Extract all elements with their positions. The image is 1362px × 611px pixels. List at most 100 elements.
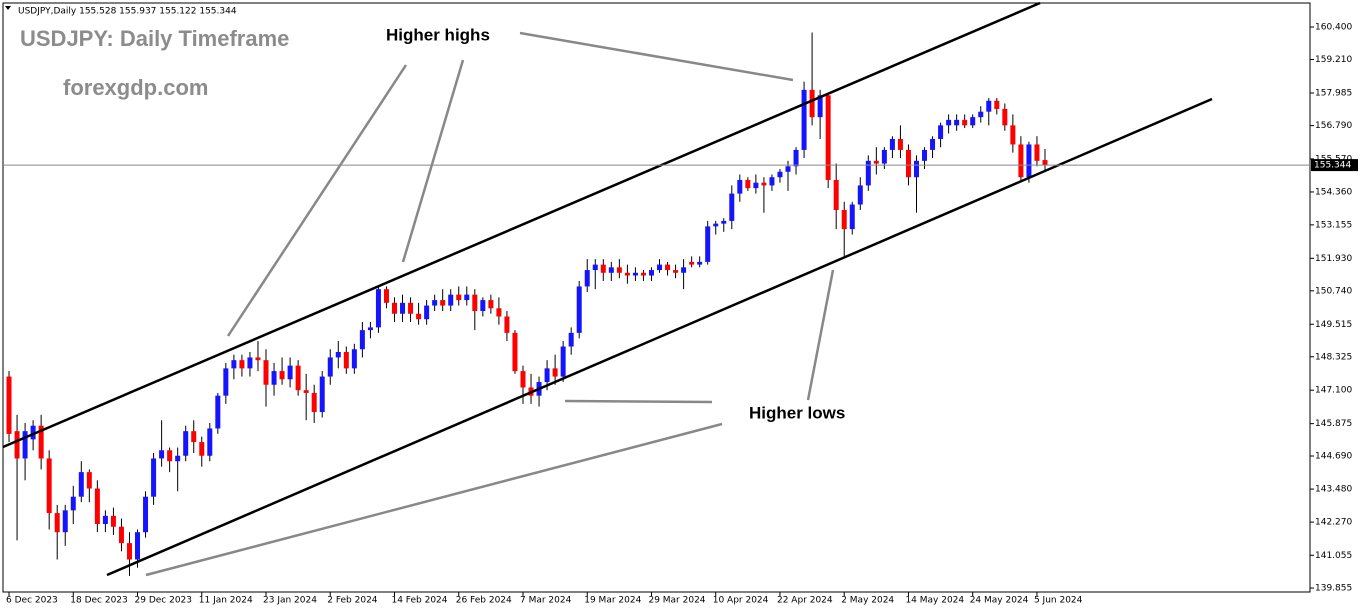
candle-body xyxy=(753,182,759,189)
candle-body xyxy=(46,458,52,514)
y-tick-label: 160.400 xyxy=(1315,23,1352,33)
candle-body xyxy=(416,313,422,320)
candle-body xyxy=(520,371,526,388)
candle-body xyxy=(215,395,221,429)
y-tick-label: 148.325 xyxy=(1315,352,1352,362)
last-price-label: 155.344 xyxy=(1314,161,1351,171)
x-tick-label: 26 Feb 2024 xyxy=(456,596,512,606)
channel-upper xyxy=(2,1,1041,449)
candle-body xyxy=(480,300,486,312)
candle-body xyxy=(1002,108,1008,126)
candle-body xyxy=(448,294,454,306)
candle-body xyxy=(962,119,968,126)
candle-body xyxy=(809,89,815,118)
candle-body xyxy=(504,316,510,333)
candle-body xyxy=(986,100,992,112)
candle-body xyxy=(287,365,293,380)
candle-body xyxy=(464,294,470,301)
x-tick-label: 24 May 2024 xyxy=(970,596,1029,606)
x-tick-label: 14 May 2024 xyxy=(905,596,964,606)
candle-body xyxy=(857,185,863,205)
x-tick-label: 23 Jan 2024 xyxy=(263,596,317,606)
candle-body xyxy=(905,149,911,178)
candle-body xyxy=(30,425,36,440)
candle-body xyxy=(841,209,847,230)
candle-body xyxy=(408,302,414,314)
candle-body xyxy=(456,294,462,301)
candle-body xyxy=(761,182,767,186)
candle-body xyxy=(922,149,928,161)
candle-body xyxy=(665,264,671,271)
last-price-box xyxy=(1311,159,1358,172)
candle-body xyxy=(143,496,149,533)
x-tick-label: 5 Jun 2024 xyxy=(1034,596,1083,606)
candle-body xyxy=(825,95,831,180)
header: USDJPY,Daily 155.528 155.937 155.122 155… xyxy=(18,7,237,17)
candle-body xyxy=(367,327,373,331)
candle-body xyxy=(135,532,141,560)
x-tick-label: 2 Feb 2024 xyxy=(327,596,378,606)
x-tick-label: 14 Feb 2024 xyxy=(391,596,447,606)
candle-body xyxy=(954,119,960,126)
candle-body xyxy=(889,138,895,150)
candle-body xyxy=(560,346,566,377)
x-tick-label: 18 Dec 2023 xyxy=(70,596,128,606)
candle-body xyxy=(6,376,12,434)
candle-body xyxy=(383,289,389,303)
y-tick-label: 147.100 xyxy=(1315,386,1352,396)
y-tick-label: 139.855 xyxy=(1315,584,1352,594)
plot-frame xyxy=(2,2,1311,593)
y-tick-label: 154.360 xyxy=(1315,187,1352,197)
candle-body xyxy=(472,294,478,312)
candle-body xyxy=(729,193,735,221)
candle-body xyxy=(640,272,646,276)
y-tick-label: 144.690 xyxy=(1315,452,1352,462)
candle-body xyxy=(592,264,598,271)
y-tick-label: 151.930 xyxy=(1315,254,1352,264)
candle-body xyxy=(769,177,775,186)
pointer xyxy=(564,399,713,404)
candle-body xyxy=(183,431,189,456)
y-tick-label: 150.740 xyxy=(1315,286,1352,296)
candle-body xyxy=(632,272,638,276)
candle-body xyxy=(681,267,687,273)
x-tick-label: 11 Jan 2024 xyxy=(199,596,253,606)
candle-body xyxy=(1026,144,1032,178)
subtitle: forexgdp.com xyxy=(63,75,208,100)
candle-body xyxy=(930,138,936,150)
candle-body xyxy=(881,149,887,164)
candle-body xyxy=(584,270,590,287)
x-tick-label: 2 May 2024 xyxy=(841,596,894,606)
candle-body xyxy=(14,431,20,459)
candle-body xyxy=(311,392,317,413)
candle-body xyxy=(255,357,261,361)
y-tick-label: 149.515 xyxy=(1315,320,1352,330)
x-tick-label: 7 Mar 2024 xyxy=(520,596,572,606)
candle-body xyxy=(400,302,406,314)
candle-body xyxy=(78,472,84,497)
candle-body xyxy=(223,368,229,396)
candle-body xyxy=(608,267,614,273)
y-tick-label: 157.985 xyxy=(1315,88,1352,98)
channel-lower xyxy=(106,97,1213,577)
y-tick-label: 159.210 xyxy=(1315,55,1352,65)
candle-body xyxy=(697,261,703,265)
pointer xyxy=(806,269,835,401)
y-tick-label: 156.790 xyxy=(1315,121,1352,131)
candle-body xyxy=(239,360,245,369)
candle-body xyxy=(938,125,944,139)
candle-body xyxy=(126,543,132,560)
candle-body xyxy=(110,515,116,527)
candle-body xyxy=(488,300,494,309)
y-tick-label: 145.875 xyxy=(1315,419,1352,429)
candle-body xyxy=(897,138,903,150)
candle-body xyxy=(552,368,558,377)
candle-body xyxy=(1034,144,1040,161)
candle-body xyxy=(351,349,357,369)
candles xyxy=(6,32,1048,576)
candle-body xyxy=(568,332,574,347)
candle-body xyxy=(777,171,783,178)
candle-body xyxy=(873,160,879,164)
